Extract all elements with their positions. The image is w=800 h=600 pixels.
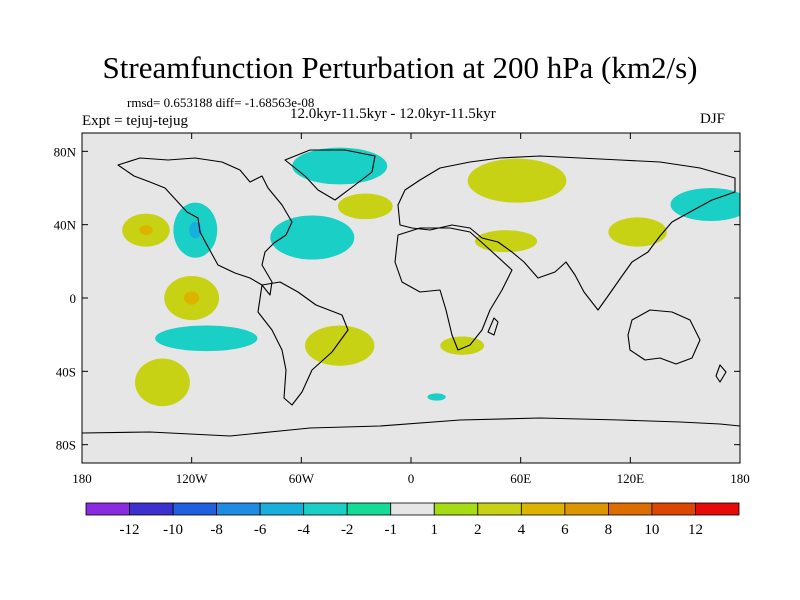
x-tick-label-5: 120E — [617, 471, 645, 486]
coast-new-zealand — [715, 364, 727, 383]
coast-madagascar — [487, 317, 499, 336]
colorbar-swatch-1 — [129, 502, 174, 516]
colorbar-label-2: -8 — [210, 522, 223, 538]
coast-eurasia — [397, 155, 736, 311]
x-tick-label-4: 60E — [510, 471, 531, 486]
anomaly-region-8 — [304, 325, 375, 366]
coast-australia — [627, 309, 701, 365]
x-axis: 180 120W 60W 0 60E 120E 180 — [72, 133, 750, 486]
colorbar-label-11: 8 — [605, 522, 613, 538]
anomaly-region-13 — [440, 336, 485, 355]
coast-north-america — [117, 157, 293, 296]
colorbar-swatch-8 — [433, 502, 479, 516]
anomaly-region-5 — [292, 147, 388, 185]
anomaly-region-10 — [474, 230, 538, 253]
colorbar-label-0: -12 — [120, 522, 140, 538]
coastlines — [82, 149, 740, 437]
x-tick-label-2: 60W — [289, 471, 315, 486]
anomaly-region-9 — [467, 158, 567, 203]
colorbar-label-1: -10 — [163, 522, 183, 538]
colorbar-label-3: -6 — [254, 522, 267, 538]
anomaly-region-11 — [608, 217, 667, 247]
colorbar-swatch-9 — [477, 502, 522, 516]
anomaly-region-6 — [337, 193, 393, 220]
x-tick-label-6: 180 — [730, 471, 750, 486]
anomaly-region-7 — [270, 215, 355, 260]
y-axis: 80N 40N 0 40S 80S — [54, 144, 740, 453]
colorbar-swatch-10 — [520, 502, 566, 516]
anomaly-region-3 — [155, 325, 258, 352]
colorbar-swatch-5 — [303, 502, 348, 516]
experiment-label: Expt = tejuj-tejug — [82, 113, 188, 129]
y-tick-label-1: 40N — [54, 218, 77, 233]
colorbar-label-12: 10 — [644, 522, 659, 538]
anomaly-core-0 — [139, 225, 153, 236]
x-tick-label-3: 0 — [408, 471, 415, 486]
y-tick-label-3: 40S — [56, 364, 76, 379]
y-tick-label-4: 80S — [56, 438, 76, 453]
anomaly-region-14 — [427, 393, 446, 401]
colorbar-label-9: 4 — [518, 522, 526, 538]
chart-title: Streamfunction Perturbation at 200 hPa (… — [102, 50, 698, 85]
coast-south-america — [257, 281, 349, 406]
colorbar-label-5: -2 — [341, 522, 354, 538]
season-label: DJF — [700, 111, 726, 127]
y-tick-label-0: 80N — [54, 144, 77, 159]
colorbar-swatch-13 — [651, 502, 696, 516]
colorbar-swatch-7 — [390, 502, 435, 516]
colorbar-label-13: 12 — [688, 522, 703, 538]
colorbar-swatch-14 — [695, 502, 740, 516]
anomaly-core-2 — [183, 291, 200, 305]
colorbar-swatch-6 — [346, 502, 392, 516]
colorbar-label-4: -4 — [297, 522, 310, 538]
colorbar-swatch-11 — [564, 502, 609, 516]
x-tick-label-0: 180 — [72, 471, 92, 486]
colorbar: -12 -10 -8 -6 -4 -2 -1 1 2 4 6 8 10 12 — [85, 502, 740, 538]
colorbar-label-6: -1 — [384, 522, 397, 538]
colorbar-swatch-0 — [85, 502, 130, 516]
coast-greenland — [284, 149, 376, 201]
chart-subtitle: 12.0kyr-11.5kyr - 12.0kyr-11.5kyr — [290, 106, 496, 122]
anomaly-core-1 — [189, 221, 202, 239]
colorbar-swatch-3 — [216, 502, 261, 516]
colorbar-swatch-2 — [172, 502, 217, 516]
colorbar-swatch-4 — [259, 502, 305, 516]
anomaly-region-4 — [135, 358, 190, 407]
rmsd-stats: rmsd= 0.653188 diff= -1.68563e-08 — [127, 95, 315, 110]
coast-africa — [394, 227, 513, 351]
colorbar-label-8: 2 — [474, 522, 482, 538]
colorbar-label-7: 1 — [431, 522, 439, 538]
colorbar-swatch-12 — [608, 502, 653, 516]
x-tick-label-1: 120W — [176, 471, 209, 486]
y-tick-label-2: 0 — [70, 291, 77, 306]
coast-antarctica — [82, 417, 740, 437]
colorbar-label-10: 6 — [561, 522, 569, 538]
